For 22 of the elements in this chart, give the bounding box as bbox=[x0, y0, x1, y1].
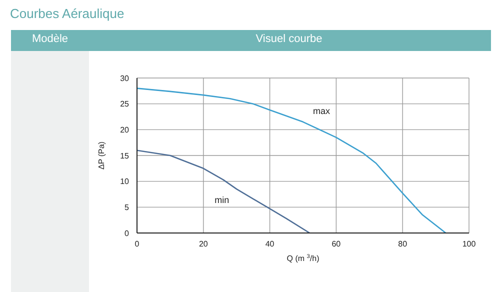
x-tick-label: 0 bbox=[134, 240, 140, 249]
x-tick-label: 100 bbox=[462, 240, 476, 249]
x-axis-title: Q (m $^{3}$/h) bbox=[286, 254, 320, 263]
y-tick-label: 0 bbox=[124, 228, 130, 238]
line-series bbox=[137, 150, 310, 233]
y-tick-label: 10 bbox=[120, 177, 130, 186]
series-label: min bbox=[214, 195, 230, 206]
y-tick-label: 20 bbox=[120, 126, 130, 135]
y-tick-label: 15 bbox=[120, 151, 130, 160]
x-tick-label: 80 bbox=[398, 240, 408, 249]
x-tick-label: 20 bbox=[198, 240, 208, 249]
y-tick-label: 5 bbox=[124, 203, 130, 212]
x-tick-label: 40 bbox=[265, 240, 275, 249]
y-tick-label: 30 bbox=[120, 74, 130, 83]
y-axis-title: ΔP (Pa) bbox=[96, 141, 106, 170]
text: Visuel courbe bbox=[254, 33, 324, 45]
x-tick-label: 60 bbox=[332, 240, 342, 249]
line-series bbox=[137, 88, 446, 233]
y-tick-label: 25 bbox=[120, 100, 130, 109]
chart-title: Courbes Aéraulique bbox=[10, 6, 124, 21]
series-label: max bbox=[313, 106, 330, 116]
text: Modèle bbox=[30, 33, 70, 45]
